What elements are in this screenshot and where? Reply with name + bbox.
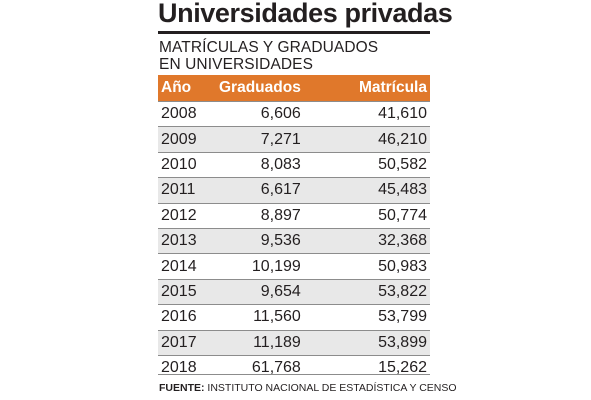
subtitle-line-2: EN UNIVERSIDADES bbox=[159, 56, 314, 73]
cell-year: 2010 bbox=[158, 151, 216, 178]
cell-graduados: 8,083 bbox=[216, 151, 304, 178]
cell-year: 2009 bbox=[158, 126, 216, 153]
table-row: 2011 6,617 45,483 bbox=[158, 177, 430, 204]
cell-matricula: 45,483 bbox=[303, 177, 430, 204]
source-label: FUENTE: bbox=[159, 382, 205, 394]
cell-graduados: 6,617 bbox=[216, 177, 304, 204]
cell-matricula: 41,610 bbox=[303, 100, 430, 127]
page-title: Universidades privadas bbox=[158, 0, 453, 28]
cell-matricula: 50,983 bbox=[303, 253, 430, 280]
cell-graduados: 6,606 bbox=[216, 100, 304, 127]
cell-matricula: 32,368 bbox=[303, 227, 430, 254]
table-header-row: Año Graduados Matrícula bbox=[158, 75, 430, 102]
infographic: Universidades privadas MATRÍCULAS Y GRAD… bbox=[158, 0, 457, 400]
cell-matricula: 53,899 bbox=[303, 329, 430, 356]
cell-matricula: 50,774 bbox=[303, 202, 430, 229]
cell-graduados: 9,536 bbox=[216, 227, 304, 254]
cell-year: 2016 bbox=[158, 304, 216, 331]
cell-matricula: 50,582 bbox=[303, 151, 430, 178]
header-graduados: Graduados bbox=[216, 75, 304, 102]
table-row: 2012 8,897 50,774 bbox=[158, 202, 430, 229]
cell-matricula: 53,822 bbox=[303, 278, 430, 305]
table-row: 2014 10,199 50,983 bbox=[158, 253, 430, 280]
cell-year: 2013 bbox=[158, 227, 216, 254]
cell-graduados: 61,768 bbox=[216, 354, 304, 381]
bottom-divider bbox=[158, 374, 430, 375]
table-row: 2008 6,606 41,610 bbox=[158, 100, 430, 127]
title-divider bbox=[158, 31, 430, 34]
cell-year: 2008 bbox=[158, 100, 216, 127]
subtitle: MATRÍCULAS Y GRADUADOS EN UNIVERSIDADES bbox=[159, 39, 378, 73]
cell-year: 2014 bbox=[158, 253, 216, 280]
header-matricula: Matrícula bbox=[303, 75, 430, 102]
cell-year: 2011 bbox=[158, 177, 216, 204]
table-row: 2010 8,083 50,582 bbox=[158, 151, 430, 178]
header-year: Año bbox=[158, 75, 216, 102]
table-row: 2017 11,189 53,899 bbox=[158, 329, 430, 356]
cell-graduados: 10,199 bbox=[216, 253, 304, 280]
cell-matricula: 46,210 bbox=[303, 126, 430, 153]
table-row: 2015 9,654 53,822 bbox=[158, 278, 430, 305]
cell-graduados: 11,189 bbox=[216, 329, 304, 356]
cell-year: 2015 bbox=[158, 278, 216, 305]
cell-graduados: 9,654 bbox=[216, 278, 304, 305]
table-row: 2009 7,271 46,210 bbox=[158, 126, 430, 153]
cell-year: 2012 bbox=[158, 202, 216, 229]
cell-graduados: 7,271 bbox=[216, 126, 304, 153]
cell-year: 2017 bbox=[158, 329, 216, 356]
data-table: Año Graduados Matrícula 2008 6,606 41,61… bbox=[158, 75, 430, 381]
subtitle-line-1: MATRÍCULAS Y GRADUADOS bbox=[159, 39, 379, 56]
table-row: 2018 61,768 15,262 bbox=[158, 354, 430, 381]
cell-graduados: 8,897 bbox=[216, 202, 304, 229]
cell-matricula: 15,262 bbox=[303, 354, 430, 381]
cell-matricula: 53,799 bbox=[303, 304, 430, 331]
cell-year: 2018 bbox=[158, 354, 216, 381]
source-note: FUENTE: INSTITUTO NACIONAL DE ESTADÍSTIC… bbox=[159, 382, 457, 394]
table-row: 2013 9,536 32,368 bbox=[158, 227, 430, 254]
table-row: 2016 11,560 53,799 bbox=[158, 304, 430, 331]
source-text: INSTITUTO NACIONAL DE ESTADÍSTICA Y CENS… bbox=[204, 382, 457, 394]
cell-graduados: 11,560 bbox=[216, 304, 304, 331]
